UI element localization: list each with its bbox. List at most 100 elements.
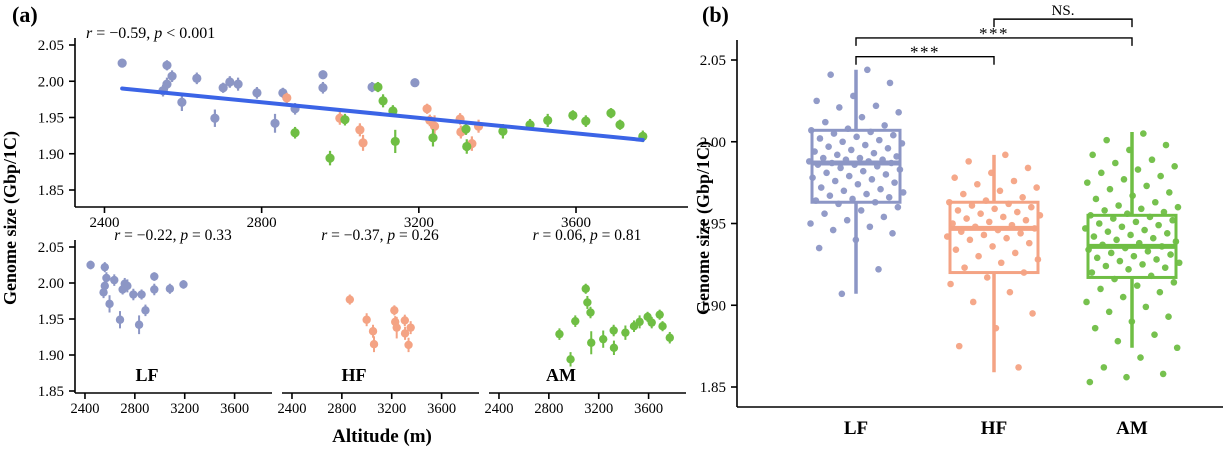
facet-point-AM bbox=[621, 328, 630, 337]
panel-a-tag: (a) bbox=[12, 2, 38, 27]
jitter-point-AM bbox=[1123, 210, 1131, 217]
facet-point-AM bbox=[586, 308, 595, 317]
jitter-point-HF bbox=[1003, 234, 1010, 242]
x-tick-label: 2800 bbox=[247, 215, 277, 231]
jitter-point-HF bbox=[965, 158, 972, 165]
jitter-point-HF bbox=[1019, 194, 1026, 201]
jitter-point-AM bbox=[1161, 264, 1169, 271]
y-tick-label: 1.90 bbox=[38, 147, 64, 163]
jitter-point-LF bbox=[816, 135, 824, 142]
x-tick-label: 3200 bbox=[404, 215, 434, 231]
jitter-point-AM bbox=[1087, 212, 1094, 219]
scatter-point-HF bbox=[429, 121, 440, 131]
jitter-point-LF bbox=[868, 176, 876, 183]
facet-x-tick-label: 3600 bbox=[634, 401, 663, 417]
jitter-point-AM bbox=[1141, 226, 1148, 234]
jitter-point-AM bbox=[1086, 378, 1094, 386]
jitter-point-LF bbox=[849, 195, 856, 203]
jitter-point-AM bbox=[1148, 156, 1156, 164]
jitter-point-HF bbox=[957, 228, 965, 235]
jitter-point-LF bbox=[840, 187, 848, 195]
scatter-point-AM bbox=[373, 82, 383, 92]
jitter-point-AM bbox=[1170, 279, 1178, 286]
jitter-point-AM bbox=[1127, 231, 1134, 239]
jitter-point-LF bbox=[821, 210, 828, 217]
facet-point-HF bbox=[368, 327, 378, 336]
scatter-point-AM bbox=[581, 116, 591, 126]
box-rect-HF bbox=[948, 200, 1040, 275]
scatter-point-AM bbox=[615, 120, 625, 130]
scatter-point-LF bbox=[252, 88, 262, 98]
facet-AM: 2400 2800 3200 3600 r = 0.06, p = 0.81 AM bbox=[484, 227, 686, 417]
jitter-point-HF bbox=[1013, 208, 1021, 216]
jitter-point-HF bbox=[985, 218, 993, 226]
facet-group-label: LF bbox=[135, 365, 158, 385]
jitter-point-HF bbox=[968, 202, 976, 209]
jitter-point-HF bbox=[960, 190, 967, 198]
scatter-point-LF bbox=[192, 73, 202, 83]
facet-point-LF bbox=[105, 299, 114, 309]
jitter-point-LF bbox=[819, 154, 827, 162]
jitter-point-AM bbox=[1105, 308, 1113, 316]
facet-point-LF bbox=[137, 290, 146, 299]
facet-x-tick-label: 3200 bbox=[170, 401, 199, 417]
significance-HF-AM: NS. bbox=[993, 3, 1133, 28]
jitter-point-HF bbox=[977, 210, 984, 217]
jitter-point-HF bbox=[1006, 288, 1014, 296]
category-label-LF: LF bbox=[844, 418, 868, 439]
jitter-point-LF bbox=[815, 244, 823, 252]
jitter-point-HF bbox=[1008, 221, 1016, 229]
jitter-point-AM bbox=[1146, 213, 1154, 221]
jitter-point-AM bbox=[1091, 324, 1099, 332]
jitter-point-LF bbox=[850, 92, 857, 100]
box-AM bbox=[1086, 131, 1178, 348]
jitter-point-AM bbox=[1112, 159, 1119, 167]
jitter-point-LF bbox=[857, 207, 865, 214]
jitter-point-AM bbox=[1100, 364, 1108, 371]
jitter-point-LF bbox=[867, 128, 874, 136]
jitter-point-AM bbox=[1083, 298, 1090, 306]
y-tick-label: 2.00 bbox=[38, 74, 64, 90]
jitter-point-LF bbox=[887, 159, 895, 167]
jitter-points-LF bbox=[805, 66, 907, 298]
scatter-point-LF bbox=[162, 60, 172, 70]
jitter-point-HF bbox=[971, 223, 979, 231]
box-HF bbox=[948, 154, 1040, 373]
jitter-point-LF bbox=[865, 158, 872, 165]
scatter-point-LF bbox=[233, 79, 243, 89]
jitter-point-AM bbox=[1130, 252, 1138, 260]
jitter-point-AM bbox=[1084, 179, 1091, 186]
facet-point-AM bbox=[665, 333, 674, 342]
jitter-point-AM bbox=[1098, 169, 1105, 177]
jitter-point-LF bbox=[831, 177, 839, 185]
scatter-point-AM bbox=[390, 136, 400, 147]
jitter-point-HF bbox=[1024, 164, 1032, 172]
jitter-point-AM bbox=[1104, 228, 1112, 235]
facet-x-tick-label: 2400 bbox=[70, 401, 99, 417]
jitter-point-HF bbox=[1011, 249, 1019, 257]
jitter-point-AM bbox=[1113, 236, 1120, 244]
jitter-point-HF bbox=[954, 207, 962, 214]
jitter-point-LF bbox=[881, 122, 888, 129]
jitter-point-LF bbox=[812, 197, 820, 204]
facet-y-tick-label: 1.95 bbox=[38, 312, 64, 328]
jitter-point-LF bbox=[829, 226, 837, 234]
category-label-AM: AM bbox=[1116, 418, 1148, 439]
facet-point-AM bbox=[655, 310, 664, 319]
jitter-point-AM bbox=[1116, 257, 1124, 265]
scatter-point-LF bbox=[318, 70, 328, 80]
jitter-point-HF bbox=[1010, 177, 1018, 185]
jitter-point-HF bbox=[1015, 364, 1022, 371]
jitter-point-HF bbox=[1034, 256, 1042, 263]
jitter-point-AM bbox=[1085, 246, 1092, 253]
jitter-point-LF bbox=[828, 159, 836, 167]
jitter-point-LF bbox=[858, 113, 866, 121]
jitter-point-AM bbox=[1149, 234, 1157, 242]
stats-annotation-all: r = −0.59, p < 0.001 bbox=[86, 25, 215, 42]
jitter-point-AM bbox=[1102, 262, 1110, 270]
scatter-point-AM bbox=[378, 96, 388, 106]
facet-x-tick-label: 2400 bbox=[277, 401, 306, 417]
jitter-point-LF bbox=[882, 171, 890, 178]
facet-point-LF bbox=[123, 281, 132, 291]
facet-LF: 2400 2800 3200 3600 1.85 1.90 1.95 2.00 2.05 r = … bbox=[38, 227, 272, 417]
